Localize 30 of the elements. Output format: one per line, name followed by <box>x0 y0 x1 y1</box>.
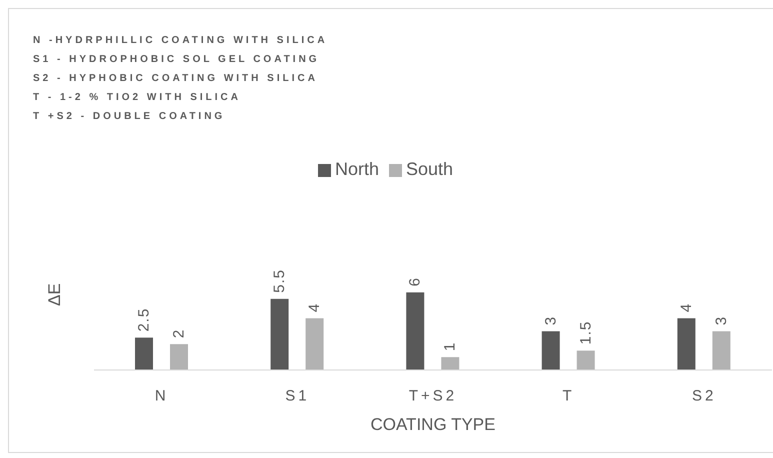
data-label: 2.5 <box>136 308 152 332</box>
x-tick-label: N <box>154 388 169 405</box>
data-label: 3 <box>712 316 730 326</box>
bar <box>542 331 560 370</box>
bar <box>170 344 188 370</box>
bar <box>270 298 289 370</box>
bar <box>677 318 696 370</box>
legend-label: South <box>406 159 454 179</box>
bar <box>135 338 153 370</box>
x-tick-label: S2 <box>692 388 716 405</box>
bar <box>576 350 595 370</box>
data-label: 1 <box>442 342 459 352</box>
x-axis-title: COATING TYPE <box>370 415 496 434</box>
data-label: 3 <box>542 316 560 326</box>
data-label: 1.5 <box>577 320 594 345</box>
x-tick-label: T <box>562 388 575 405</box>
x-tick-label: S1 <box>285 388 310 405</box>
data-label: 2 <box>170 328 188 338</box>
y-axis-title: ΔE <box>45 283 64 306</box>
x-tick-label: T+S2 <box>408 388 458 405</box>
legend-label: North <box>334 159 379 179</box>
bar <box>406 292 424 370</box>
data-label: 4 <box>306 302 324 312</box>
bar <box>441 357 460 370</box>
data-label: 6 <box>406 277 424 286</box>
data-label: 5.5 <box>271 269 288 293</box>
bar <box>712 331 730 370</box>
bar <box>306 318 324 370</box>
chart-title: N -HYDRPHILLIC COATING WITH SILICA S1 - HYDROPHOBIC SOL GEL COATING S2 - HYPHOBIC COATING WITH SILICA T - 1-2 % TIO2 WITH SILICA T +S2 - DOUBLE COATING <box>33 34 328 124</box>
data-label: 4 <box>678 302 695 312</box>
